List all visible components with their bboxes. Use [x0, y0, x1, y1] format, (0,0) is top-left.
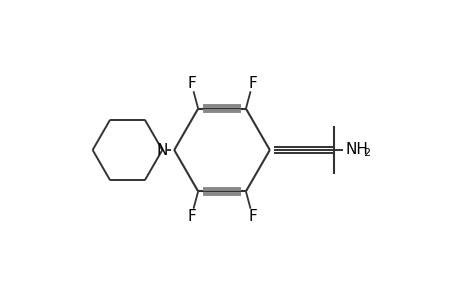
Text: 2: 2 — [363, 148, 369, 158]
Text: F: F — [248, 209, 257, 224]
Text: N: N — [156, 142, 168, 158]
Text: F: F — [248, 76, 257, 91]
Text: F: F — [187, 76, 196, 91]
Text: NH: NH — [345, 142, 368, 157]
Text: F: F — [187, 209, 196, 224]
